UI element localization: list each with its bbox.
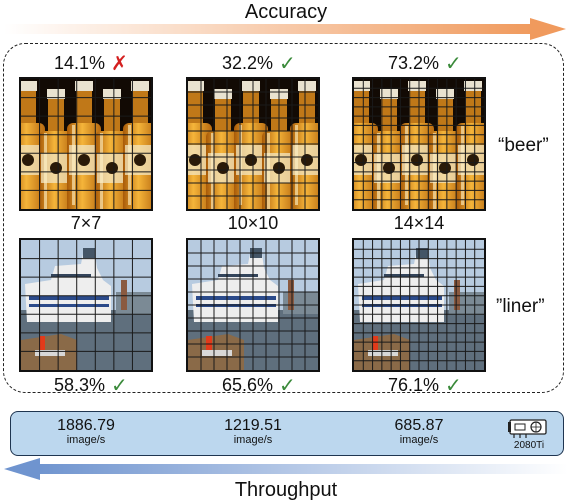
accuracy-value: 32.2%	[222, 53, 274, 73]
liner-photo	[188, 240, 318, 370]
liner-image-14x14	[352, 238, 486, 372]
gpu-label: 2080Ti	[513, 440, 545, 451]
results-frame	[3, 43, 564, 393]
accuracy-axis-label: Accuracy	[244, 1, 328, 23]
patch-grid	[354, 79, 484, 209]
throughput-value: 1886.79	[57, 417, 115, 434]
check-icon: ✓	[445, 53, 462, 75]
liner-accuracy-10x10: 65.6% ✓	[222, 373, 296, 398]
liner-image-7x7	[19, 238, 153, 372]
liner-image-10x10	[186, 238, 320, 372]
liner-accuracy-7x7: 58.3% ✓	[54, 373, 128, 398]
throughput-value: 1219.51	[224, 417, 282, 434]
patch-grid	[21, 240, 151, 370]
check-icon: ✓	[111, 375, 128, 397]
grid-label-10x10: 10×10	[227, 213, 279, 233]
liner-photo	[354, 240, 484, 370]
beer-accuracy-14x14: 73.2% ✓	[388, 51, 462, 76]
grid-label-14x14: 14×14	[393, 213, 445, 233]
beer-accuracy-10x10: 32.2% ✓	[222, 51, 296, 76]
accuracy-value: 14.1%	[54, 53, 106, 73]
throughput-unit: image/s	[66, 434, 106, 446]
beer-image-14x14	[352, 77, 486, 211]
cross-icon: ✗	[111, 53, 128, 75]
beer-image-10x10	[186, 77, 320, 211]
accuracy-value: 65.6%	[222, 375, 274, 395]
accuracy-value: 73.2%	[388, 53, 440, 73]
beer-photo	[188, 79, 318, 209]
throughput-axis-label: Throughput	[234, 479, 338, 501]
gpu-icon	[508, 419, 547, 438]
patch-grid	[21, 79, 151, 209]
accuracy-value: 58.3%	[54, 375, 106, 395]
beer-photo	[21, 79, 151, 209]
liner-photo	[21, 240, 151, 370]
class-label-liner: ”liner”	[496, 296, 545, 317]
beer-accuracy-7x7: 14.1% ✗	[54, 51, 128, 76]
beer-image-7x7	[19, 77, 153, 211]
throughput-unit: image/s	[233, 434, 273, 446]
throughput-arrow	[4, 458, 568, 480]
liner-accuracy-14x14: 76.1% ✓	[388, 373, 462, 398]
patch-grid	[188, 79, 318, 209]
check-icon: ✓	[279, 375, 296, 397]
grid-label-7x7: 7×7	[70, 213, 102, 233]
beer-photo	[354, 79, 484, 209]
throughput-7x7: 1886.79 image/s	[21, 417, 151, 446]
check-icon: ✓	[445, 375, 462, 397]
patch-grid	[188, 240, 318, 370]
throughput-unit: image/s	[399, 434, 439, 446]
throughput-panel	[10, 411, 564, 456]
accuracy-value: 76.1%	[388, 375, 440, 395]
throughput-10x10: 1219.51 image/s	[188, 417, 318, 446]
check-icon: ✓	[279, 53, 296, 75]
throughput-value: 685.87	[394, 417, 444, 434]
class-label-beer: “beer”	[498, 135, 549, 156]
patch-grid	[354, 240, 484, 370]
throughput-14x14: 685.87 image/s	[354, 417, 484, 446]
accuracy-arrow	[4, 18, 566, 40]
